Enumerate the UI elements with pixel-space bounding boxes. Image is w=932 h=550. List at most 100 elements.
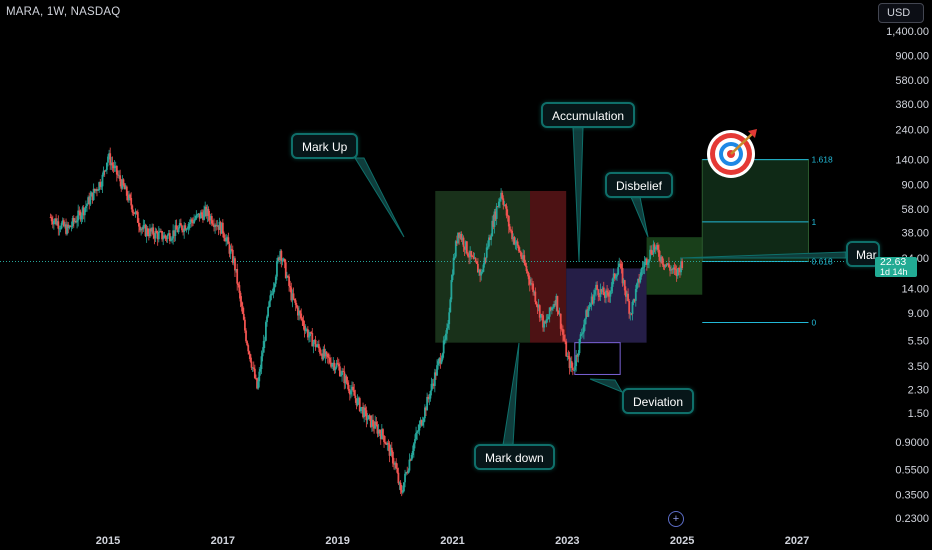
- candle-body: [414, 439, 416, 444]
- y-axis-tick-label: 58.00: [901, 204, 929, 216]
- candle-body: [514, 243, 517, 245]
- candle-body: [484, 257, 487, 259]
- candle-body: [357, 398, 360, 399]
- candle-body: [82, 207, 85, 216]
- y-axis-tick-label: 380.00: [895, 99, 929, 111]
- candle-body: [135, 211, 138, 213]
- fib-label-1: 1: [811, 217, 816, 227]
- candle-body: [271, 293, 274, 295]
- candle-body: [536, 304, 539, 308]
- candle-body: [226, 237, 229, 239]
- candle-body: [670, 269, 673, 271]
- candle-body: [582, 324, 585, 333]
- candle-body: [66, 224, 69, 234]
- candle-body: [486, 246, 489, 248]
- candle-body: [64, 224, 66, 227]
- candle-body: [528, 279, 531, 285]
- candle-body: [236, 269, 239, 284]
- candle-body: [101, 174, 104, 187]
- candle-body: [448, 312, 451, 325]
- candle-body: [423, 407, 426, 419]
- x-axis-tick-label: 2027: [785, 535, 809, 547]
- candle-body: [454, 241, 457, 257]
- candle-body: [661, 256, 664, 264]
- candle-body: [81, 207, 84, 216]
- candle-body: [219, 221, 222, 234]
- candle-body: [507, 215, 510, 227]
- candle-body: [428, 398, 431, 400]
- candle-body: [385, 442, 388, 446]
- current-price-value: 22.63: [880, 256, 907, 268]
- candle-body: [202, 214, 204, 220]
- candle-body: [206, 208, 209, 217]
- candle-body: [599, 289, 602, 297]
- plus-circle-icon[interactable]: +: [668, 511, 684, 527]
- candle-body: [577, 353, 580, 357]
- candle-body: [600, 289, 603, 292]
- candle-body: [168, 233, 171, 241]
- candle-body: [166, 234, 169, 239]
- candle-body: [430, 383, 433, 392]
- candle-body: [59, 228, 62, 230]
- candle-body: [291, 293, 294, 301]
- candle-body: [500, 192, 502, 199]
- candle-body: [433, 372, 436, 386]
- candle-body: [272, 287, 275, 294]
- candle-body: [49, 217, 52, 219]
- candle-body: [333, 362, 336, 371]
- candle-body: [217, 225, 220, 230]
- candle-body: [241, 306, 244, 314]
- candle-body: [383, 435, 385, 443]
- candle-body: [310, 332, 313, 334]
- candle-body: [560, 328, 563, 330]
- candle-body: [105, 162, 108, 170]
- candle-body: [631, 301, 634, 314]
- candle-body: [121, 179, 124, 189]
- candle-body: [397, 472, 400, 484]
- candle-body: [387, 443, 390, 445]
- candle-body: [597, 289, 600, 296]
- candle-body: [665, 264, 668, 266]
- candle-body: [170, 240, 172, 242]
- candle-body: [52, 220, 55, 225]
- candle-body: [268, 301, 271, 307]
- candle-body: [311, 333, 314, 347]
- candle-body: [476, 263, 479, 273]
- candle-body: [377, 429, 380, 434]
- candle-body: [545, 319, 548, 324]
- currency-button[interactable]: USD: [878, 3, 924, 23]
- candle-body: [493, 211, 496, 227]
- candle-body: [300, 313, 303, 319]
- candle-body: [238, 285, 241, 293]
- candle-body: [274, 276, 277, 284]
- candle-body: [549, 307, 552, 310]
- candle-body: [90, 192, 93, 197]
- candle-body: [510, 229, 512, 231]
- candle-body: [574, 366, 576, 370]
- candle-body: [513, 237, 516, 245]
- candle-body: [225, 238, 228, 242]
- candle-body: [145, 228, 148, 237]
- candle-body: [605, 290, 607, 298]
- candle-body: [415, 432, 417, 440]
- candle-body: [230, 249, 233, 250]
- candle-body: [389, 447, 392, 456]
- candle-body: [537, 305, 540, 308]
- y-axis-tick-label: 38.00: [901, 228, 929, 240]
- candle-body: [534, 291, 537, 302]
- candle-body: [639, 276, 642, 283]
- y-axis-tick-label: 14.00: [901, 283, 929, 295]
- candle-body: [410, 454, 413, 461]
- candle-body: [194, 218, 197, 220]
- candle-body: [654, 247, 657, 250]
- candle-body: [588, 306, 591, 309]
- candle-body: [653, 244, 656, 250]
- candle-body: [518, 250, 521, 253]
- disbelief-leader: [630, 196, 649, 238]
- candle-body: [382, 429, 384, 436]
- candle-body: [252, 367, 255, 369]
- y-axis-tick-label: 9.00: [908, 308, 929, 320]
- candle-body: [308, 336, 310, 338]
- candle-body: [641, 267, 644, 270]
